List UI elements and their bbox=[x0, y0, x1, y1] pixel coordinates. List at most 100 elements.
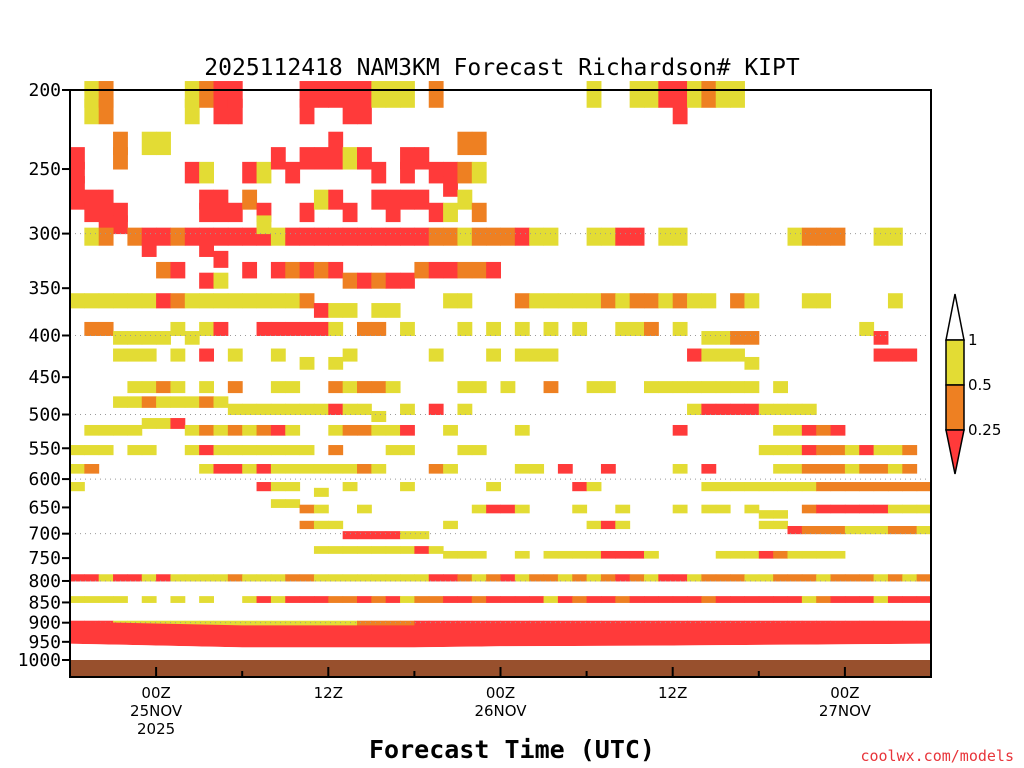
heatmap-cell bbox=[500, 381, 516, 394]
heatmap-cell bbox=[313, 403, 329, 416]
heatmap-cell bbox=[385, 531, 401, 540]
heatmap-cell bbox=[787, 482, 803, 492]
heatmap-cell bbox=[471, 261, 487, 279]
heatmap-cell bbox=[457, 403, 473, 416]
heatmap-cell bbox=[357, 321, 372, 336]
heatmap-cell bbox=[443, 550, 458, 559]
heatmap-cell bbox=[342, 348, 358, 362]
heatmap-cell bbox=[342, 98, 358, 125]
heatmap-cell bbox=[357, 596, 372, 603]
heatmap-cell bbox=[644, 596, 659, 603]
heatmap-cell bbox=[902, 526, 918, 535]
heatmap-cell bbox=[299, 321, 315, 336]
heatmap-cell bbox=[371, 227, 387, 246]
heatmap-cell bbox=[758, 403, 774, 416]
heatmap-cell bbox=[313, 464, 329, 474]
heatmap-cell bbox=[471, 381, 487, 394]
heatmap-cell bbox=[543, 321, 559, 336]
heatmap-cell bbox=[385, 81, 401, 108]
x-tick-label: 12Z bbox=[658, 684, 687, 702]
heatmap-cell bbox=[658, 293, 674, 309]
heatmap-cell bbox=[715, 550, 731, 559]
heatmap-cell bbox=[313, 321, 329, 336]
heatmap-cell bbox=[242, 424, 258, 436]
heatmap-cell bbox=[471, 445, 487, 456]
heatmap-cell bbox=[672, 596, 688, 603]
heatmap-cell bbox=[84, 574, 100, 582]
heatmap-cell bbox=[887, 348, 903, 362]
heatmap-cell bbox=[199, 348, 214, 362]
heatmap-cell bbox=[127, 424, 143, 436]
heatmap-cell bbox=[98, 445, 114, 456]
legend-label: 1 bbox=[968, 331, 978, 349]
heatmap-cell bbox=[486, 620, 501, 628]
heatmap-cell bbox=[615, 227, 631, 246]
heatmap-cell bbox=[328, 261, 344, 279]
heatmap-cell bbox=[801, 550, 817, 559]
heatmap-cell bbox=[285, 161, 301, 184]
heatmap-cell bbox=[400, 596, 415, 603]
heatmap-cell bbox=[400, 321, 415, 336]
heatmap-cell bbox=[873, 596, 889, 603]
heatmap-cell bbox=[787, 574, 803, 582]
heatmap-cell bbox=[715, 482, 731, 492]
heatmap-cell bbox=[285, 596, 301, 603]
heatmap-cell bbox=[600, 596, 616, 603]
heatmap-cell bbox=[70, 574, 85, 582]
heatmap-cell bbox=[342, 147, 358, 170]
heatmap-cell bbox=[400, 424, 415, 436]
heatmap-cell bbox=[400, 161, 415, 184]
heatmap-cell bbox=[801, 424, 817, 436]
heatmap-cell bbox=[428, 620, 444, 628]
heatmap-cell bbox=[270, 381, 286, 394]
heatmap-cell bbox=[313, 227, 329, 246]
y-tick-label: 500 bbox=[28, 405, 61, 426]
heatmap-cell bbox=[328, 620, 344, 628]
heatmap-cell bbox=[443, 520, 458, 530]
heatmap-cell bbox=[486, 321, 501, 336]
heatmap-cell bbox=[141, 396, 157, 408]
heatmap-cell bbox=[270, 464, 286, 474]
heatmap-cell bbox=[213, 272, 229, 289]
heatmap-cell bbox=[801, 293, 817, 309]
heatmap-cell bbox=[256, 321, 272, 336]
heatmap-cell bbox=[414, 620, 430, 628]
heatmap-cell bbox=[600, 464, 616, 474]
heatmap-cell bbox=[84, 321, 100, 336]
heatmap-cell bbox=[184, 620, 200, 628]
y-tick-label: 350 bbox=[28, 278, 61, 299]
heatmap-cell bbox=[313, 261, 329, 279]
heatmap-cell bbox=[170, 396, 186, 408]
heatmap-cell bbox=[873, 331, 889, 345]
heatmap-cell bbox=[299, 520, 315, 530]
heatmap-cell bbox=[313, 620, 329, 628]
heatmap-cell bbox=[586, 574, 602, 582]
heatmap-cell bbox=[342, 531, 358, 540]
heatmap-cell bbox=[227, 424, 243, 436]
heatmap-cell bbox=[816, 464, 832, 474]
heatmap-cell bbox=[543, 348, 559, 362]
heatmap-cell bbox=[744, 356, 760, 370]
heatmap-cell bbox=[357, 464, 372, 474]
heatmap-cell bbox=[256, 445, 272, 456]
heatmap-cell bbox=[486, 504, 501, 514]
heatmap-cell bbox=[844, 526, 860, 535]
heatmap-cell bbox=[859, 596, 875, 603]
heatmap-cell bbox=[127, 396, 143, 408]
heatmap-cell bbox=[873, 227, 889, 246]
heatmap-cell bbox=[830, 424, 846, 436]
heatmap-cell bbox=[744, 574, 760, 582]
heatmap-cell bbox=[773, 550, 788, 559]
x-tick-label: 26NOV bbox=[474, 702, 527, 720]
heatmap-cell bbox=[902, 574, 918, 582]
heatmap-cell bbox=[428, 574, 444, 582]
heatmap-cell bbox=[256, 620, 272, 628]
heatmap-cell bbox=[199, 272, 214, 289]
heatmap-cell bbox=[443, 202, 458, 223]
heatmap-cell bbox=[371, 546, 387, 554]
heatmap-cell bbox=[227, 620, 243, 628]
heatmap-cell bbox=[199, 321, 214, 336]
heatmap-cell bbox=[141, 381, 157, 394]
heatmap-cell bbox=[113, 215, 128, 235]
heatmap-cell bbox=[285, 499, 301, 508]
